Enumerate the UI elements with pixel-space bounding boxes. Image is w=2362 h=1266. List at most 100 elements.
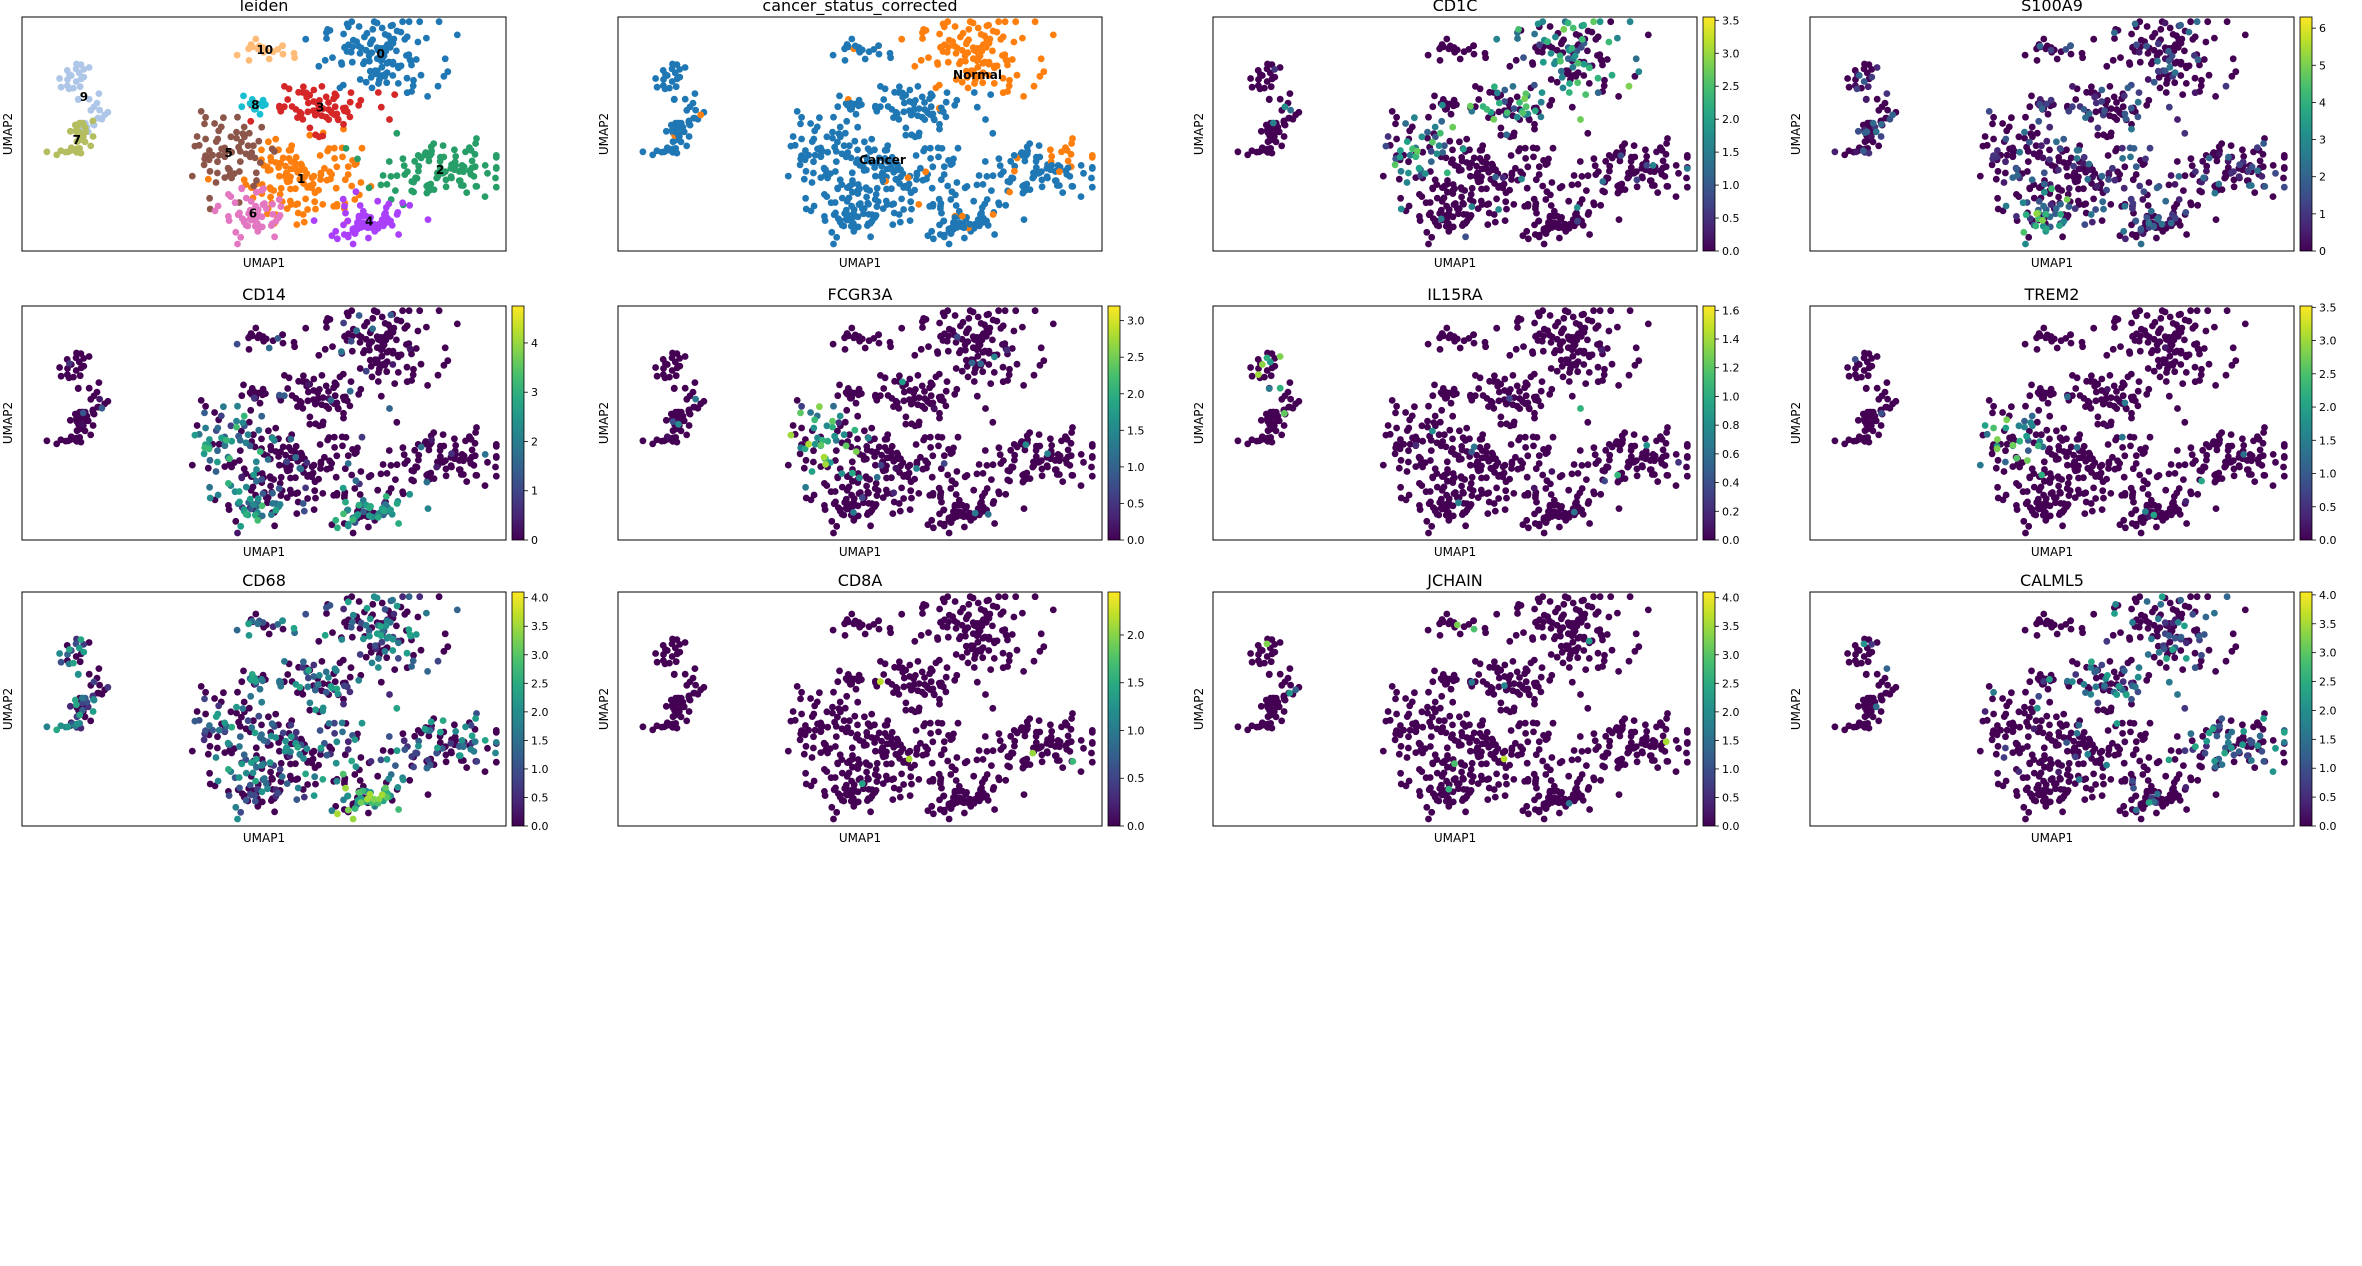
cell-point — [850, 509, 857, 516]
cell-point — [2024, 158, 2032, 166]
cell-point — [399, 199, 406, 207]
cell-point — [2187, 199, 2195, 207]
cell-point — [2191, 74, 2199, 82]
cell-point — [843, 41, 851, 48]
cell-point — [1546, 390, 1554, 398]
cell-point — [841, 418, 849, 426]
cell-point — [473, 472, 481, 479]
cell-point — [444, 357, 452, 365]
cell-point — [233, 340, 241, 348]
cell-point — [1382, 142, 1390, 150]
cell-point — [811, 127, 819, 135]
cell-point — [2055, 193, 2063, 201]
cell-point — [836, 217, 844, 224]
cell-point — [1064, 164, 1072, 172]
cell-point — [311, 111, 319, 119]
cell-point — [1463, 135, 1471, 143]
cell-point — [2248, 182, 2255, 189]
cell-point — [258, 146, 265, 154]
cell-point — [292, 442, 300, 450]
cell-point — [899, 378, 906, 386]
cell-point — [1395, 464, 1403, 472]
cell-point — [810, 424, 818, 432]
cell-point — [1592, 35, 1600, 43]
cell-point — [2088, 83, 2095, 91]
cell-point — [1532, 491, 1539, 499]
cell-point — [265, 344, 273, 352]
cell-point — [258, 412, 266, 420]
cell-point — [1013, 360, 1021, 368]
cell-point — [1470, 154, 1478, 162]
cell-point — [936, 409, 943, 417]
cell-point — [2177, 21, 2185, 29]
cell-point — [1488, 160, 1496, 168]
cluster-label: 5 — [225, 146, 233, 160]
cell-point — [410, 188, 417, 196]
cell-point — [964, 373, 972, 381]
cell-point — [1560, 325, 1567, 333]
colorbar-tick-label: 3 — [2319, 134, 2326, 147]
cell-point — [2156, 84, 2164, 92]
cell-point — [304, 206, 311, 213]
cell-point — [321, 56, 329, 64]
cell-point — [236, 498, 243, 506]
cell-point — [258, 123, 266, 131]
cell-point — [995, 488, 1002, 496]
cell-point — [442, 472, 450, 480]
cell-point — [993, 28, 1001, 36]
cell-point — [2073, 155, 2081, 162]
cell-point — [1560, 25, 1568, 33]
cell-point — [969, 308, 977, 316]
cell-point — [985, 347, 993, 355]
colorbar — [1107, 305, 1121, 541]
cell-point — [828, 517, 836, 525]
cell-point — [914, 372, 922, 379]
cell-point — [2013, 191, 2020, 198]
cell-point — [269, 200, 276, 208]
cell-point — [668, 78, 676, 85]
cell-point — [1654, 478, 1662, 485]
cell-point — [423, 323, 430, 331]
cell-point — [2053, 138, 2060, 146]
cell-point — [830, 240, 837, 248]
cell-point — [1438, 117, 1446, 125]
cell-point — [348, 18, 356, 26]
cell-point — [1524, 163, 1532, 171]
colorbar-tick-label: 3.0 — [1127, 315, 1145, 328]
cell-point — [1244, 151, 1252, 159]
cell-point — [2163, 80, 2170, 87]
cell-point — [65, 85, 73, 93]
cell-point — [53, 151, 61, 159]
cell-point — [331, 155, 338, 162]
cell-point — [271, 522, 278, 530]
cell-point — [1519, 109, 1527, 117]
cell-point — [353, 327, 360, 335]
cell-point — [1537, 402, 1545, 410]
cell-point — [685, 422, 693, 429]
cell-point — [879, 205, 887, 213]
cell-point — [1522, 155, 1529, 162]
cell-point — [2111, 29, 2118, 37]
cell-point — [356, 202, 364, 209]
cell-point — [403, 89, 411, 97]
cell-point — [947, 518, 955, 526]
cell-point — [1547, 491, 1555, 498]
cell-point — [72, 78, 80, 85]
cell-point — [1606, 456, 1613, 464]
cell-point — [295, 377, 302, 385]
cell-point — [1633, 183, 1641, 191]
cell-point — [938, 145, 946, 152]
cell-point — [250, 182, 258, 190]
cell-point — [833, 522, 841, 530]
cell-point — [369, 314, 377, 322]
cell-point — [1436, 57, 1444, 64]
cell-point — [1989, 120, 1996, 128]
cell-point — [841, 129, 849, 137]
cell-point — [2122, 235, 2129, 243]
cell-point — [1503, 205, 1510, 213]
cell-point — [822, 461, 829, 468]
cell-point — [1490, 500, 1498, 507]
cell-point — [1424, 128, 1431, 136]
cell-point — [830, 402, 837, 410]
cell-point — [471, 439, 479, 447]
